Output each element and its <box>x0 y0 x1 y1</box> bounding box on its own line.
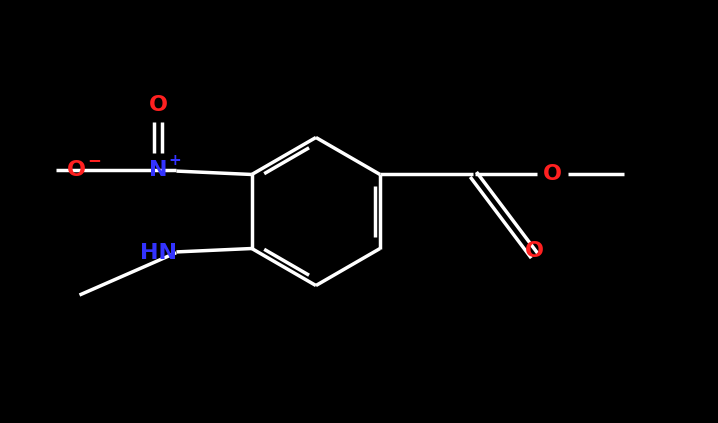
Text: N: N <box>149 160 168 180</box>
Text: O: O <box>543 165 562 184</box>
Text: −: − <box>88 151 101 169</box>
Text: HN: HN <box>140 243 177 263</box>
Text: O: O <box>66 160 85 180</box>
Text: O: O <box>525 241 544 261</box>
Text: O: O <box>149 95 168 115</box>
Text: +: + <box>168 154 181 168</box>
